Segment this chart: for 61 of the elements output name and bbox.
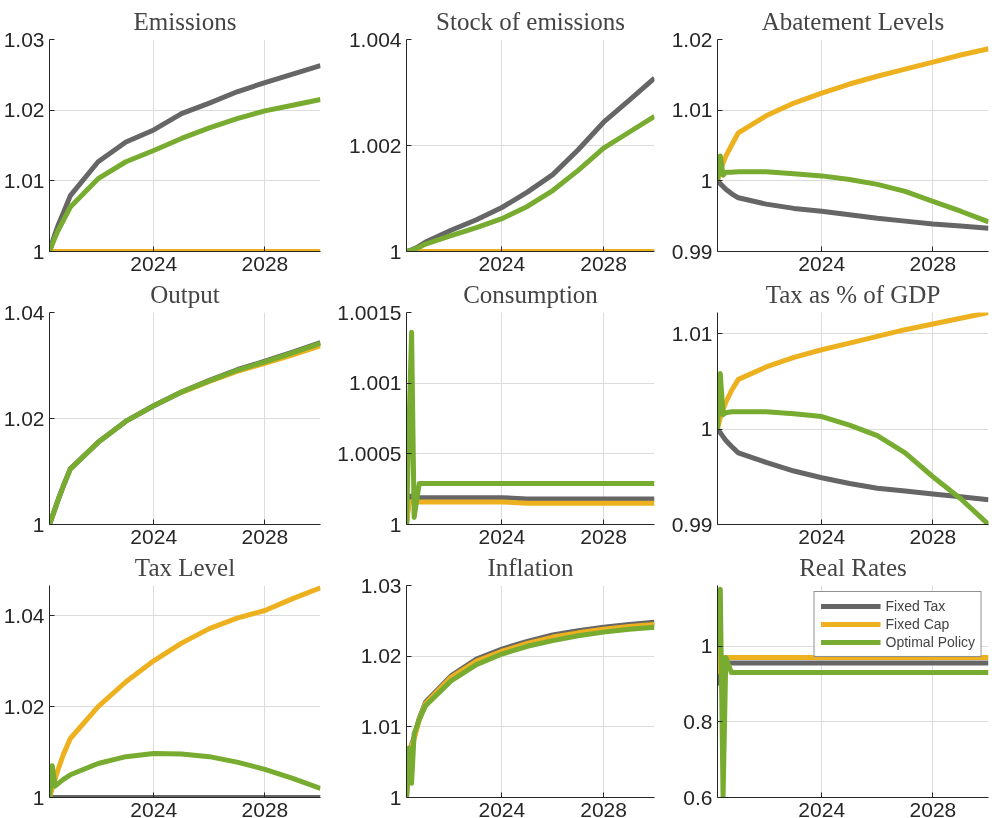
chart-title: Emissions xyxy=(133,7,237,35)
legend-label: Optimal Policy xyxy=(885,634,975,650)
chart-title: Real Rates xyxy=(799,553,907,581)
legend-label: Fixed Tax xyxy=(885,598,946,614)
y-tick-label: 1.0015 xyxy=(337,300,402,324)
y-tick-label: 1 xyxy=(32,785,45,809)
y-tick-label: 1.02 xyxy=(671,27,713,51)
x-tick-label: 2024 xyxy=(478,524,526,548)
x-tick-label: 2024 xyxy=(798,797,846,818)
x-tick-label: 2024 xyxy=(130,251,178,275)
x-tick-label: 2028 xyxy=(241,797,289,818)
y-tick-label: 1 xyxy=(700,417,713,440)
legend-label: Fixed Cap xyxy=(885,616,950,632)
y-tick-label: 1.02 xyxy=(3,406,45,430)
chart-title: Output xyxy=(150,280,220,308)
y-tick-label: 0.99 xyxy=(671,239,713,263)
x-tick-label: 2028 xyxy=(909,797,957,818)
y-tick-label: 1 xyxy=(32,239,45,263)
chart-title: Abatement Levels xyxy=(761,7,945,35)
y-tick-label: 1.03 xyxy=(360,573,402,597)
y-tick-label: 1.01 xyxy=(3,168,45,192)
chart-title: Tax Level xyxy=(134,553,236,581)
x-tick-label: 2028 xyxy=(580,251,627,275)
x-tick-label: 2028 xyxy=(241,251,289,275)
y-tick-label: 1.02 xyxy=(3,98,45,122)
y-tick-label: 1.02 xyxy=(3,694,45,718)
y-tick-label: 0.6 xyxy=(683,785,713,809)
y-tick-label: 1 xyxy=(389,512,402,536)
x-tick-label: 2028 xyxy=(580,524,627,548)
y-tick-label: 1.04 xyxy=(3,300,45,324)
y-tick-label: 0.8 xyxy=(683,709,713,733)
chart-title: Tax as % of GDP xyxy=(765,280,941,308)
x-tick-label: 2024 xyxy=(478,797,526,818)
x-tick-label: 2028 xyxy=(580,797,627,818)
x-tick-label: 2024 xyxy=(478,251,526,275)
y-tick-label: 1 xyxy=(700,168,713,192)
y-tick-label: 1.001 xyxy=(348,371,402,395)
x-tick-label: 2028 xyxy=(909,524,957,548)
y-tick-label: 1.0005 xyxy=(337,441,402,465)
y-tick-label: 1.03 xyxy=(3,27,45,51)
x-tick-label: 2024 xyxy=(130,797,178,818)
y-tick-label: 1.002 xyxy=(348,133,402,157)
y-tick-label: 1 xyxy=(700,634,713,658)
x-tick-label: 2028 xyxy=(241,524,289,548)
y-tick-label: 1.01 xyxy=(671,98,713,122)
y-tick-label: 1.01 xyxy=(671,321,713,345)
y-tick-label: 1.004 xyxy=(348,27,402,51)
y-tick-label: 1 xyxy=(32,512,45,536)
y-tick-label: 1.02 xyxy=(360,644,402,668)
chart-title: Inflation xyxy=(487,553,575,581)
y-tick-label: 1.04 xyxy=(3,603,45,627)
chart-title: Stock of emissions xyxy=(436,7,625,35)
y-tick-label: 1 xyxy=(389,239,402,263)
y-tick-label: 1 xyxy=(389,785,402,809)
x-tick-label: 2024 xyxy=(798,251,846,275)
x-tick-label: 2024 xyxy=(130,524,178,548)
x-tick-label: 2028 xyxy=(909,251,957,275)
y-tick-label: 1.01 xyxy=(360,714,402,738)
y-tick-label: 0.99 xyxy=(671,512,713,536)
chart-title: Consumption xyxy=(463,280,599,308)
x-tick-label: 2024 xyxy=(798,524,846,548)
